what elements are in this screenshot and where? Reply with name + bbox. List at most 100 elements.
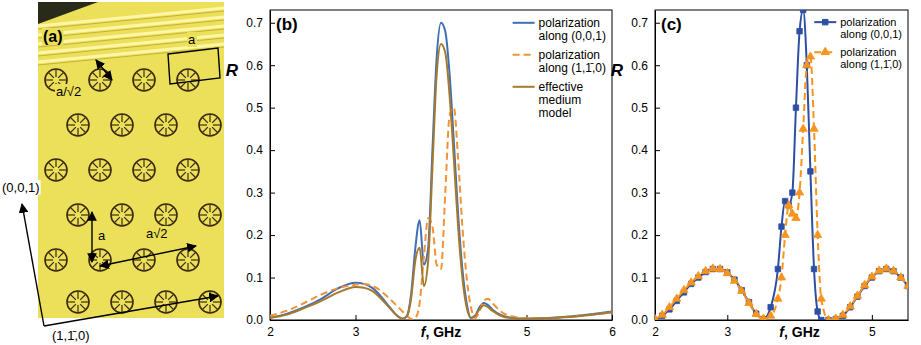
ring-spoke xyxy=(81,301,89,302)
ring-spoke xyxy=(58,72,64,78)
y-tick-label: 0.3 xyxy=(246,186,263,200)
ring-spoke xyxy=(158,117,164,123)
ring-spoke xyxy=(146,172,152,178)
ring-circle xyxy=(45,249,67,271)
pattern-ring xyxy=(133,159,155,181)
ring-circle xyxy=(67,204,89,226)
ring-spoke xyxy=(147,79,155,80)
unit-cell-frame xyxy=(168,48,220,84)
y-tick: 0.0 xyxy=(631,313,660,327)
ring-spoke xyxy=(124,207,130,213)
ring-spoke xyxy=(102,172,108,178)
series-marker xyxy=(777,273,785,280)
ring-spoke xyxy=(202,117,208,123)
ring-spoke xyxy=(168,294,174,300)
ring-spoke xyxy=(124,117,130,123)
plot-frame xyxy=(655,10,908,320)
y-tick: 0.3 xyxy=(631,186,660,200)
ring-spoke xyxy=(146,72,152,78)
ring-spoke xyxy=(168,127,174,133)
pattern-ring xyxy=(111,291,133,313)
ring-spoke xyxy=(168,207,174,213)
y-tick-label: 0.7 xyxy=(631,16,648,30)
ring-spoke xyxy=(102,252,108,258)
ring-spoke xyxy=(55,69,56,77)
series-marker xyxy=(824,315,832,320)
text-line: medium xyxy=(539,93,582,107)
ring-spoke xyxy=(80,217,86,223)
y-tick-mark xyxy=(655,320,660,321)
plot-frame xyxy=(270,10,612,320)
series-markers xyxy=(655,10,908,320)
ring-spoke xyxy=(180,172,186,178)
ring-spoke xyxy=(213,124,221,125)
series-marker xyxy=(781,230,789,237)
ring-spoke xyxy=(165,305,166,313)
ring-spoke xyxy=(114,207,120,213)
series-marker xyxy=(819,317,824,320)
x-axis-line xyxy=(271,320,613,321)
ring-spoke xyxy=(165,218,166,226)
x-tick-label: 6 xyxy=(609,325,616,339)
ring-circle xyxy=(199,291,221,313)
text-line: polarization xyxy=(840,16,896,28)
y-tick: 0.5 xyxy=(246,101,275,115)
photo-panel: a/√2a(0,0,1)aa√2(1,1̄,0)(a) xyxy=(1,2,224,343)
series-marker xyxy=(738,286,746,293)
legend-entry: polarizationalong (1,1̄,0) xyxy=(814,46,902,70)
ring-spoke xyxy=(212,207,218,213)
annotation-arrow xyxy=(96,60,112,80)
x-axis-title: f, GHz xyxy=(421,324,461,340)
ring-spoke xyxy=(92,172,98,178)
y-axis-line xyxy=(655,11,656,321)
x-axis-title: f, GHz xyxy=(779,324,819,340)
label-patch xyxy=(55,84,82,99)
text-line: along (0,0,1) xyxy=(840,28,902,40)
y-axis-line xyxy=(270,11,271,321)
ring-spoke xyxy=(190,72,196,78)
y-tick-mark xyxy=(655,235,660,236)
y-tick: 0.6 xyxy=(631,59,660,73)
photo-background xyxy=(38,2,224,318)
ring-spoke xyxy=(111,124,119,125)
ring-spoke xyxy=(70,127,76,133)
panel-label-group: (a) xyxy=(42,28,64,45)
series-marker xyxy=(808,169,813,174)
ring-spoke xyxy=(67,214,75,215)
ring-spoke xyxy=(143,263,144,271)
series-marker xyxy=(759,314,767,320)
series-marker xyxy=(889,266,897,273)
annotation: (1,1̄,0) xyxy=(51,328,91,343)
ring-spoke xyxy=(180,252,186,258)
series-marker xyxy=(658,310,666,317)
y-tick-mark xyxy=(270,150,275,151)
series-marker xyxy=(785,201,793,208)
y-tick-label: 0.6 xyxy=(246,59,263,73)
ring-spoke xyxy=(92,162,98,168)
ring-spoke xyxy=(55,249,56,257)
ring-spoke xyxy=(48,172,54,178)
legend-entry: polarizationalong (1,1̄,0) xyxy=(513,48,606,75)
ring-spoke xyxy=(114,127,120,133)
ring-spoke xyxy=(209,218,210,226)
label-patch xyxy=(51,328,91,343)
chart-panel: 23560.00.10.20.30.40.50.60.7(b)f, GHzRpo… xyxy=(226,10,616,340)
y-tick-label: 0.7 xyxy=(246,16,263,30)
series-marker xyxy=(797,28,802,33)
series-marker xyxy=(875,266,883,273)
annotation-label: a xyxy=(188,32,196,47)
y-tick-mark xyxy=(270,65,275,66)
ring-spoke xyxy=(187,173,188,181)
ring-spoke xyxy=(177,259,185,260)
ring-spoke xyxy=(169,301,177,302)
ring-spoke xyxy=(48,262,54,268)
ring-spoke xyxy=(121,291,122,299)
x-tick: 6 xyxy=(609,315,616,339)
ring-spoke xyxy=(114,294,120,300)
ring-spoke xyxy=(70,117,76,123)
ring-circle xyxy=(45,159,67,181)
plot-area xyxy=(655,10,908,320)
legend-label: polarizationalong (0,0,1) xyxy=(539,16,606,43)
series-line xyxy=(655,57,908,320)
ring-circle xyxy=(111,114,133,136)
